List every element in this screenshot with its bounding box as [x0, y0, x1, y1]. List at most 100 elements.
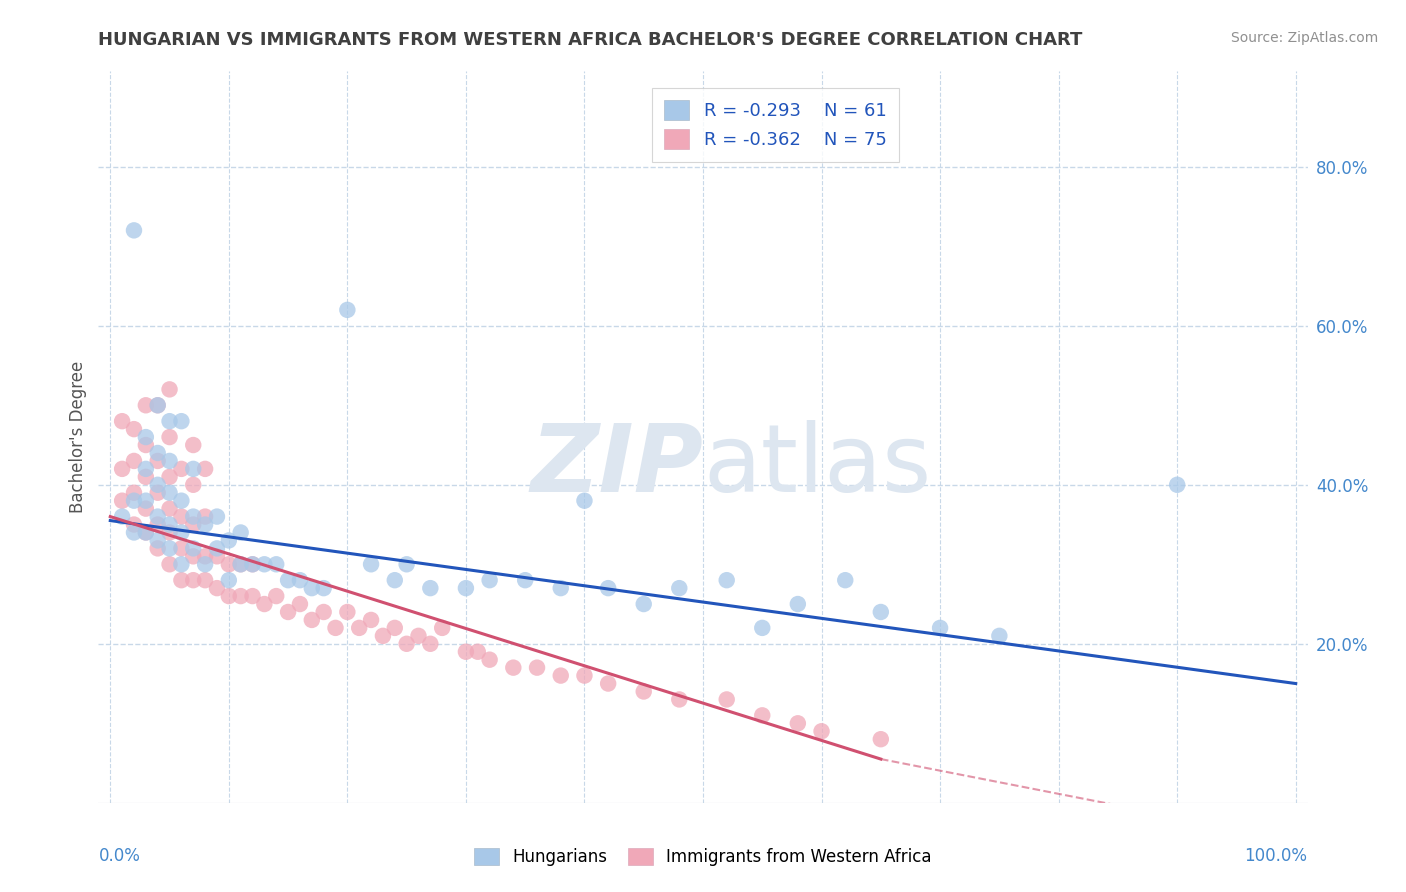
Point [135, 470, 157, 484]
Point [633, 597, 655, 611]
Point [135, 525, 157, 540]
Point [1166, 477, 1188, 491]
Point [159, 430, 181, 444]
Point [716, 573, 738, 587]
Point [205, 541, 228, 556]
Point [159, 454, 181, 468]
Point [384, 621, 406, 635]
Point [229, 525, 252, 540]
Point [336, 605, 359, 619]
Point [159, 485, 181, 500]
Point [135, 525, 157, 540]
Point [170, 462, 193, 476]
Point [146, 454, 169, 468]
Point [229, 589, 252, 603]
Point [159, 470, 181, 484]
Point [146, 485, 169, 500]
Point [502, 660, 524, 674]
Point [810, 724, 832, 739]
Point [478, 573, 501, 587]
Point [170, 414, 193, 428]
Point [288, 573, 311, 587]
Point [988, 629, 1011, 643]
Point [325, 621, 347, 635]
Point [181, 541, 204, 556]
Point [454, 581, 477, 595]
Point [751, 708, 773, 723]
Point [869, 605, 891, 619]
Point [253, 597, 276, 611]
Point [218, 533, 240, 548]
Point [122, 422, 145, 436]
Point [146, 509, 169, 524]
Point [135, 501, 157, 516]
Point [312, 581, 335, 595]
Point [229, 558, 252, 572]
Point [395, 637, 418, 651]
Point [371, 629, 394, 643]
Point [170, 558, 193, 572]
Point [194, 517, 217, 532]
Point [181, 509, 204, 524]
Point [288, 597, 311, 611]
Point [218, 589, 240, 603]
Point [312, 605, 335, 619]
Text: Source: ZipAtlas.com: Source: ZipAtlas.com [1230, 31, 1378, 45]
Point [135, 398, 157, 412]
Point [395, 558, 418, 572]
Point [159, 517, 181, 532]
Point [253, 558, 276, 572]
Point [786, 597, 808, 611]
Point [146, 398, 169, 412]
Point [170, 493, 193, 508]
Point [122, 493, 145, 508]
Legend: R = -0.293    N = 61, R = -0.362    N = 75: R = -0.293 N = 61, R = -0.362 N = 75 [651, 87, 900, 161]
Point [111, 509, 134, 524]
Point [360, 613, 382, 627]
Text: ZIP: ZIP [530, 420, 703, 512]
Text: 100.0%: 100.0% [1244, 847, 1308, 864]
Point [135, 493, 157, 508]
Point [668, 581, 690, 595]
Point [135, 462, 157, 476]
Point [716, 692, 738, 706]
Point [668, 692, 690, 706]
Point [242, 589, 264, 603]
Point [869, 732, 891, 747]
Point [550, 668, 572, 682]
Point [467, 645, 489, 659]
Point [181, 549, 204, 564]
Point [181, 477, 204, 491]
Point [146, 517, 169, 532]
Point [929, 621, 952, 635]
Point [159, 558, 181, 572]
Point [194, 549, 217, 564]
Point [159, 383, 181, 397]
Point [194, 462, 217, 476]
Point [277, 573, 299, 587]
Point [526, 660, 548, 674]
Point [122, 485, 145, 500]
Point [111, 414, 134, 428]
Text: atlas: atlas [703, 420, 931, 512]
Point [432, 621, 454, 635]
Point [111, 493, 134, 508]
Point [122, 223, 145, 237]
Point [170, 525, 193, 540]
Point [159, 501, 181, 516]
Point [834, 573, 856, 587]
Point [146, 398, 169, 412]
Point [135, 430, 157, 444]
Point [146, 446, 169, 460]
Point [170, 573, 193, 587]
Point [242, 558, 264, 572]
Point [301, 581, 323, 595]
Point [146, 541, 169, 556]
Text: HUNGARIAN VS IMMIGRANTS FROM WESTERN AFRICA BACHELOR'S DEGREE CORRELATION CHART: HUNGARIAN VS IMMIGRANTS FROM WESTERN AFR… [98, 31, 1083, 49]
Point [633, 684, 655, 698]
Point [181, 462, 204, 476]
Point [360, 558, 382, 572]
Point [218, 573, 240, 587]
Point [454, 645, 477, 659]
Point [194, 573, 217, 587]
